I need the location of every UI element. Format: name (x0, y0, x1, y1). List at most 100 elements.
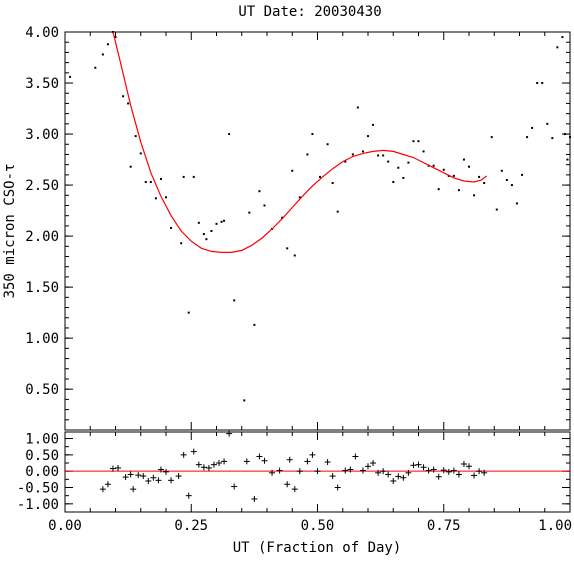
tau-point (336, 210, 339, 213)
residual-point (286, 456, 293, 463)
bottom-x-tick-label: 0.75 (427, 518, 461, 534)
tau-point (556, 46, 559, 49)
residual-point (190, 448, 197, 455)
tau-data-points (69, 31, 571, 402)
residual-point (304, 458, 311, 465)
tau-point (432, 164, 435, 167)
tau-point (114, 36, 117, 39)
chart-title: UT Date: 20030430 (238, 4, 381, 20)
bottom-x-tick-label: 1.00 (538, 518, 572, 534)
top-y-tick-label: 2.50 (25, 178, 59, 194)
tau-point (291, 169, 294, 172)
residual-point (150, 474, 157, 481)
residual-point (284, 481, 291, 488)
tau-point (505, 178, 508, 181)
tau-point (187, 311, 190, 314)
residual-point (466, 463, 472, 470)
tau-point (122, 95, 125, 98)
residual-point (471, 472, 478, 479)
residual-point (481, 469, 488, 476)
tau-point (197, 221, 200, 224)
tau-point (220, 220, 223, 223)
residual-point (390, 477, 397, 484)
residual-point (296, 468, 303, 475)
residual-point (115, 464, 122, 471)
residual-point (342, 467, 349, 474)
tau-point (412, 140, 415, 143)
residual-point (200, 464, 207, 471)
tau-point (205, 238, 208, 241)
bottom-y-tick-label: -1.00 (17, 497, 59, 513)
residual-point (375, 469, 382, 476)
residual-point (135, 472, 142, 479)
tau-point (106, 43, 109, 46)
top-y-tick-label: 0.50 (25, 382, 59, 398)
residual-point (251, 495, 258, 502)
tau-point (500, 169, 503, 172)
tau-point (101, 53, 104, 56)
residual-point (291, 486, 298, 493)
tau-point (319, 175, 322, 178)
tau-point (344, 160, 347, 163)
fit-curve (112, 31, 488, 253)
residual-point (221, 458, 228, 465)
residual-point (460, 461, 467, 467)
tau-point (397, 166, 400, 169)
tau-point (526, 136, 529, 139)
tau-point (510, 184, 513, 187)
tau-point (417, 140, 420, 143)
residual-point (243, 458, 250, 465)
tau-point (243, 399, 246, 402)
residual-point (127, 471, 134, 478)
residual-point (180, 451, 187, 458)
y-axis-label: 350 micron CSO-τ (2, 164, 18, 299)
residual-point (476, 468, 483, 475)
residual-point (352, 453, 359, 460)
tau-point (210, 230, 213, 232)
tau-point (144, 181, 147, 184)
tau-point (69, 75, 72, 78)
tau-point (563, 133, 566, 136)
residual-point (104, 481, 111, 488)
residual-point (410, 462, 417, 469)
tau-point (387, 160, 390, 163)
residual-point (435, 473, 442, 480)
tau-point (551, 137, 554, 140)
tau-point (306, 153, 309, 156)
residual-point (455, 471, 462, 478)
tau-point (490, 136, 493, 139)
residual-point (175, 473, 182, 480)
tau-point (248, 211, 251, 214)
tau-point (515, 202, 518, 205)
tau-point (531, 126, 534, 129)
tau-point (356, 106, 359, 109)
residual-point (415, 461, 422, 468)
residual-point (226, 430, 233, 437)
tau-point (468, 165, 470, 168)
tau-point (159, 177, 162, 180)
residual-point (157, 466, 164, 473)
tau-point (546, 122, 549, 125)
top-y-tick-label: 4.00 (25, 25, 59, 41)
residual-point (425, 467, 432, 474)
tau-point (293, 254, 296, 257)
top-y-tick-label: 1.00 (25, 331, 59, 347)
residual-point (155, 477, 162, 484)
residual-point (359, 467, 366, 474)
residual-point (347, 466, 354, 473)
top-y-tick-label: 3.00 (25, 127, 59, 143)
residual-point (405, 469, 412, 476)
tau-point (134, 135, 137, 138)
bottom-x-tick-label: 0.00 (48, 518, 82, 534)
residual-point (163, 468, 169, 475)
tau-point (182, 175, 185, 178)
residual-point (314, 468, 321, 475)
residual-point (210, 461, 217, 468)
residual-point (216, 460, 223, 467)
tau-point (367, 135, 369, 138)
residual-point (329, 473, 336, 480)
tau-point (215, 222, 218, 225)
bottom-x-tick-label: 0.50 (301, 518, 335, 534)
residual-point (130, 486, 137, 493)
